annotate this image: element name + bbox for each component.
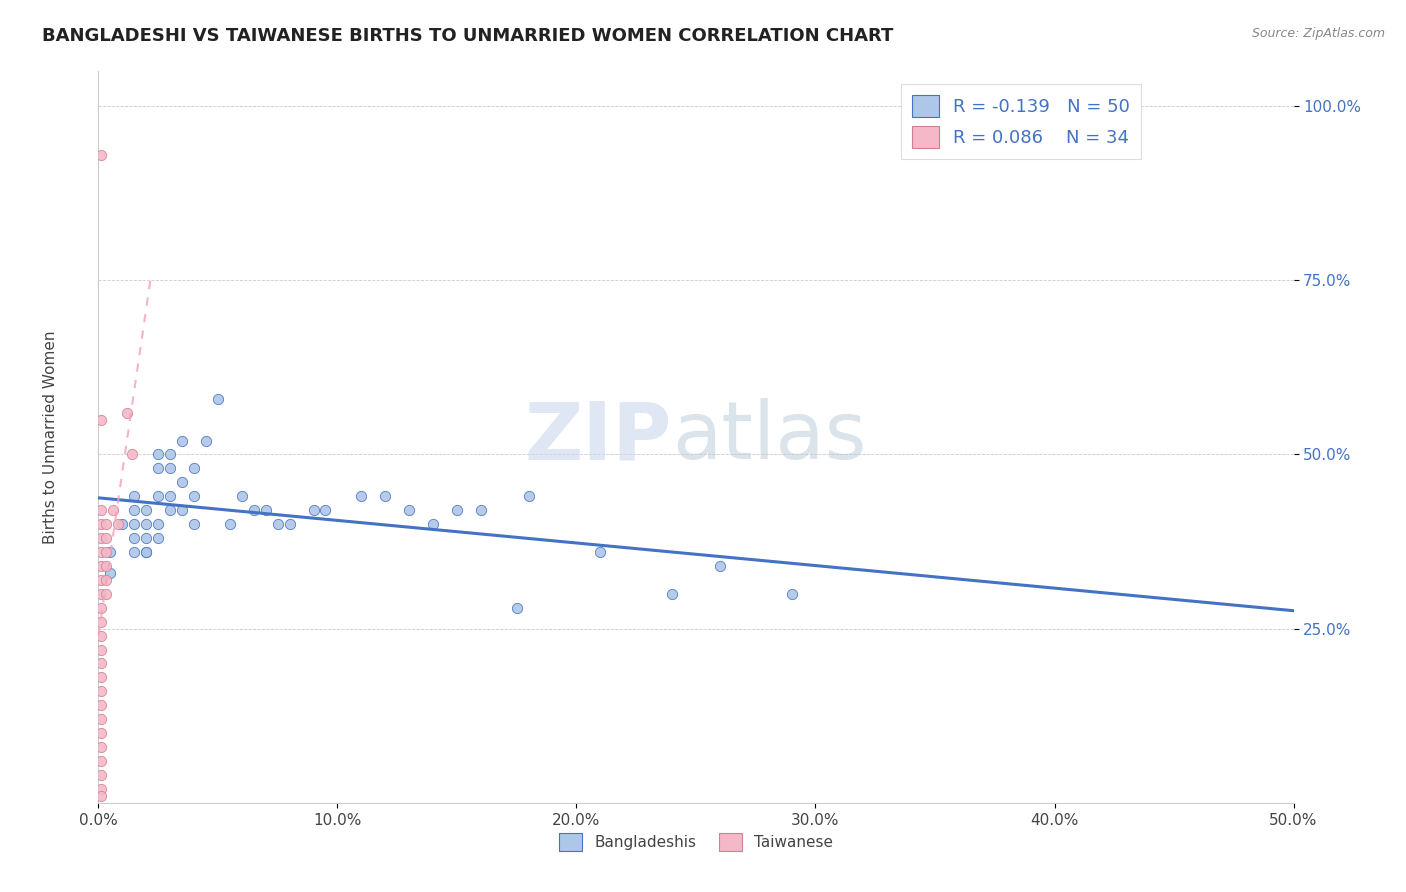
Point xyxy=(94,517,117,532)
Point xyxy=(254,503,277,517)
Point xyxy=(94,587,117,601)
Point xyxy=(90,657,112,671)
Point xyxy=(135,531,157,545)
Point xyxy=(98,566,122,580)
Point xyxy=(124,489,146,503)
Point xyxy=(422,517,444,532)
Point xyxy=(183,517,205,532)
Point xyxy=(446,503,468,517)
Point xyxy=(207,392,229,406)
Point xyxy=(148,448,170,462)
Point xyxy=(172,475,194,490)
Point xyxy=(90,600,112,615)
Point xyxy=(709,558,731,573)
Point xyxy=(517,489,540,503)
Point xyxy=(90,587,112,601)
Point xyxy=(90,754,112,768)
Point xyxy=(124,545,146,559)
Point xyxy=(90,642,112,657)
Point xyxy=(470,503,492,517)
Point xyxy=(90,545,112,559)
Point xyxy=(195,434,218,448)
Point xyxy=(183,461,205,475)
Text: BANGLADESHI VS TAIWANESE BIRTHS TO UNMARRIED WOMEN CORRELATION CHART: BANGLADESHI VS TAIWANESE BIRTHS TO UNMAR… xyxy=(42,27,894,45)
Point xyxy=(90,768,112,782)
Point xyxy=(172,503,194,517)
Point xyxy=(90,781,112,796)
Point xyxy=(302,503,325,517)
Legend: Bangladeshis, Taiwanese: Bangladeshis, Taiwanese xyxy=(553,827,839,857)
Text: atlas: atlas xyxy=(672,398,866,476)
Point xyxy=(661,587,683,601)
Point xyxy=(231,489,253,503)
Point xyxy=(124,503,146,517)
Point xyxy=(90,148,112,162)
Point xyxy=(90,712,112,726)
Point xyxy=(90,412,112,426)
Point xyxy=(148,461,170,475)
Point xyxy=(90,531,112,545)
Point xyxy=(350,489,373,503)
Point xyxy=(506,600,529,615)
Point xyxy=(90,698,112,713)
Point xyxy=(90,503,112,517)
Point xyxy=(98,545,122,559)
Point xyxy=(90,684,112,698)
Point xyxy=(94,573,117,587)
Point xyxy=(267,517,290,532)
Point xyxy=(135,545,157,559)
Text: Births to Unmarried Women: Births to Unmarried Women xyxy=(44,330,58,544)
Point xyxy=(159,448,181,462)
Point xyxy=(589,545,612,559)
Point xyxy=(90,517,112,532)
Text: Source: ZipAtlas.com: Source: ZipAtlas.com xyxy=(1251,27,1385,40)
Point xyxy=(90,670,112,684)
Point xyxy=(115,406,138,420)
Point xyxy=(315,503,337,517)
Point xyxy=(278,517,301,532)
Point xyxy=(90,558,112,573)
Point xyxy=(111,517,134,532)
Point xyxy=(90,789,112,803)
Point xyxy=(159,503,181,517)
Point xyxy=(219,517,242,532)
Text: ZIP: ZIP xyxy=(524,398,672,476)
Point xyxy=(148,531,170,545)
Point xyxy=(148,517,170,532)
Point xyxy=(243,503,266,517)
Point xyxy=(124,531,146,545)
Point xyxy=(107,517,129,532)
Point xyxy=(135,503,157,517)
Point xyxy=(94,558,117,573)
Point xyxy=(780,587,803,601)
Point xyxy=(172,434,194,448)
Point xyxy=(159,489,181,503)
Point xyxy=(94,545,117,559)
Point xyxy=(398,503,420,517)
Point xyxy=(135,545,157,559)
Point xyxy=(374,489,396,503)
Point xyxy=(101,503,124,517)
Point xyxy=(90,629,112,643)
Point xyxy=(90,726,112,740)
Point xyxy=(124,517,146,532)
Point xyxy=(90,615,112,629)
Point xyxy=(90,573,112,587)
Point xyxy=(135,517,157,532)
Point xyxy=(90,740,112,755)
Point xyxy=(121,448,143,462)
Point xyxy=(148,489,170,503)
Point xyxy=(183,489,205,503)
Point xyxy=(159,461,181,475)
Point xyxy=(94,531,117,545)
